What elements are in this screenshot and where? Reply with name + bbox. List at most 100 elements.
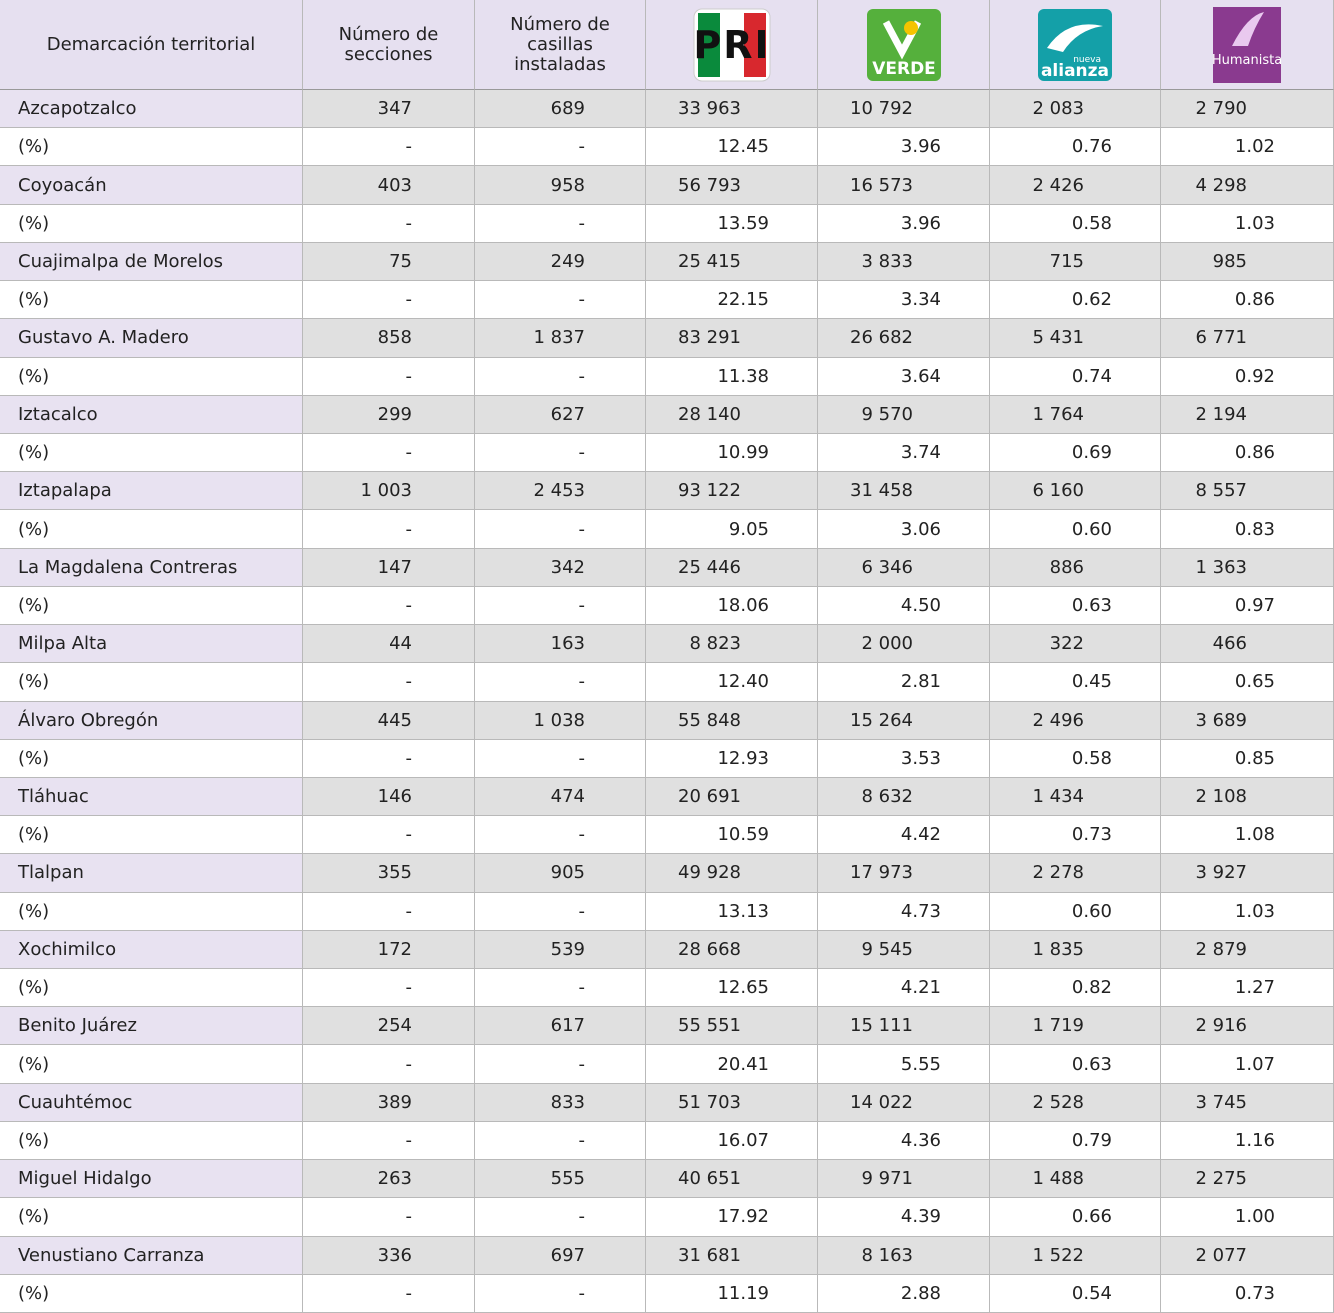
value-cell: 555	[475, 1160, 646, 1199]
value-cell: 3.06	[818, 510, 990, 549]
value-cell: 2 083	[990, 90, 1161, 129]
value-cell: 0.79	[990, 1121, 1161, 1161]
value-cell: 1 837	[475, 319, 646, 358]
value-cell: 56 793	[646, 166, 818, 205]
value-cell: -	[303, 510, 475, 549]
value-cell: -	[475, 433, 646, 473]
value-cell: 3 927	[1161, 854, 1334, 893]
value-cell: 163	[475, 625, 646, 664]
value-cell: 0.83	[1161, 510, 1334, 549]
value-cell: 2 453	[475, 472, 646, 511]
row-label: (%)	[0, 1121, 303, 1161]
value-cell: 4.21	[818, 969, 990, 1008]
value-cell: 0.69	[990, 433, 1161, 473]
value-cell: -	[475, 128, 646, 167]
value-cell: 5.55	[818, 1045, 990, 1084]
value-cell: 0.58	[990, 739, 1161, 778]
value-cell: 342	[475, 548, 646, 587]
value-cell: 3.34	[818, 281, 990, 320]
value-cell: 3 833	[818, 242, 990, 282]
value-cell: 347	[303, 90, 475, 129]
value-cell: 12.40	[646, 663, 818, 702]
value-cell: 0.63	[990, 1045, 1161, 1084]
value-cell: 263	[303, 1160, 475, 1199]
value-cell: -	[303, 1274, 475, 1313]
value-cell: 0.76	[990, 128, 1161, 167]
value-cell: 299	[303, 395, 475, 434]
value-cell: 8 557	[1161, 472, 1334, 511]
row-label: Tlalpan	[0, 854, 303, 893]
value-cell: 6 160	[990, 472, 1161, 511]
value-cell: 83 291	[646, 319, 818, 358]
value-cell: -	[303, 128, 475, 167]
value-cell: 16.07	[646, 1121, 818, 1161]
value-cell: 22.15	[646, 281, 818, 320]
row-label: Azcapotzalco	[0, 90, 303, 129]
row-label: (%)	[0, 892, 303, 931]
value-cell: 147	[303, 548, 475, 587]
value-cell: 0.60	[990, 892, 1161, 931]
value-cell: 75	[303, 242, 475, 282]
value-cell: 1 764	[990, 395, 1161, 434]
value-cell: 249	[475, 242, 646, 282]
value-cell: 539	[475, 930, 646, 970]
row-label: (%)	[0, 663, 303, 702]
value-cell: -	[303, 892, 475, 931]
header-cell: Número de casillas instaladas	[475, 0, 646, 90]
value-cell: 51 703	[646, 1083, 818, 1122]
row-label: Venustiano Carranza	[0, 1236, 303, 1275]
value-cell: 17.92	[646, 1198, 818, 1237]
value-cell: 0.92	[1161, 357, 1334, 396]
logo-text: Humanista	[1212, 53, 1282, 68]
row-label: (%)	[0, 128, 303, 167]
value-cell: -	[475, 1198, 646, 1237]
header-cell: VERDE	[818, 0, 990, 90]
value-cell: -	[303, 204, 475, 243]
row-label: (%)	[0, 816, 303, 855]
value-cell: 0.60	[990, 510, 1161, 549]
row-label: Miguel Hidalgo	[0, 1160, 303, 1199]
value-cell: 3.96	[818, 128, 990, 167]
value-cell: 474	[475, 777, 646, 817]
value-cell: 0.45	[990, 663, 1161, 702]
value-cell: 0.85	[1161, 739, 1334, 778]
value-cell: 355	[303, 854, 475, 893]
value-cell: 0.73	[1161, 1274, 1334, 1313]
value-cell: 4.39	[818, 1198, 990, 1237]
value-cell: 25 446	[646, 548, 818, 587]
value-cell: -	[303, 816, 475, 855]
value-cell: 8 823	[646, 625, 818, 664]
value-cell: 2 790	[1161, 90, 1334, 129]
value-cell: -	[475, 892, 646, 931]
value-cell: 1.08	[1161, 816, 1334, 855]
value-cell: 689	[475, 90, 646, 129]
value-cell: 627	[475, 395, 646, 434]
value-cell: 25 415	[646, 242, 818, 282]
value-cell: 6 771	[1161, 319, 1334, 358]
value-cell: 20 691	[646, 777, 818, 817]
row-label: Coyoacán	[0, 166, 303, 205]
value-cell: 8 632	[818, 777, 990, 817]
value-cell: 1 522	[990, 1236, 1161, 1275]
value-cell: 3.64	[818, 357, 990, 396]
value-cell: 1.27	[1161, 969, 1334, 1008]
value-cell: 1 719	[990, 1007, 1161, 1046]
header-text: Número de casillas instaladas	[510, 13, 610, 75]
value-cell: 10 792	[818, 90, 990, 129]
row-label: Iztacalco	[0, 395, 303, 434]
value-cell: 10.59	[646, 816, 818, 855]
value-cell: -	[475, 1121, 646, 1161]
value-cell: 15 111	[818, 1007, 990, 1046]
value-cell: 858	[303, 319, 475, 358]
alianza-logo: nueva alianza	[1038, 8, 1112, 81]
value-cell: 4 298	[1161, 166, 1334, 205]
value-cell: 617	[475, 1007, 646, 1046]
value-cell: 1 488	[990, 1160, 1161, 1199]
row-label: Cuajimalpa de Morelos	[0, 242, 303, 282]
row-label: (%)	[0, 1045, 303, 1084]
value-cell: -	[475, 510, 646, 549]
value-cell: 18.06	[646, 586, 818, 626]
row-label: Gustavo A. Madero	[0, 319, 303, 358]
value-cell: -	[303, 1198, 475, 1237]
value-cell: 11.19	[646, 1274, 818, 1313]
